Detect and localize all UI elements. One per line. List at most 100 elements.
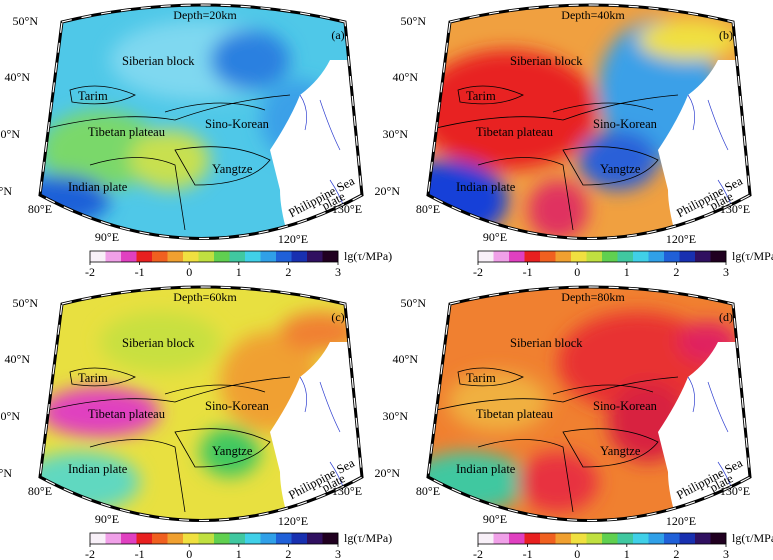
region-label: Siberian block	[122, 54, 195, 68]
colorbar-segment	[509, 533, 525, 544]
field-blob	[428, 160, 508, 239]
colorbar-segment	[555, 533, 572, 544]
colorbar-segment	[509, 251, 525, 262]
colorbar-segment	[540, 251, 556, 262]
map-panel: Depth=80km (d) Siberian block Tarim Tibetan …	[375, 285, 773, 560]
map-panel: Depth=20km (a) Siberian block Tarim Tibetan …	[0, 3, 392, 279]
colorbar-tick-label: 2	[673, 547, 679, 560]
lon-label: 90°E	[483, 230, 507, 244]
region-label: Sino-Korean	[205, 117, 270, 131]
depth-title: Depth=20km	[173, 8, 237, 22]
colorbar-tick-label: 0	[574, 547, 580, 560]
colorbar-segment	[555, 251, 572, 262]
colorbar-segment	[291, 533, 308, 544]
colorbar-tick-label: 1	[236, 265, 242, 279]
region-label: Tarim	[466, 371, 496, 385]
region-label: Siberian block	[510, 54, 583, 68]
colorbar-segment	[633, 533, 649, 544]
colorbar-segment	[586, 251, 603, 262]
lat-label: 40°N	[5, 352, 31, 366]
colorbar-segment	[229, 251, 246, 262]
colorbar-segment	[478, 533, 494, 544]
lat-label: 50°N	[401, 14, 427, 28]
lat-label: 50°N	[13, 14, 39, 28]
colorbar-segment	[695, 533, 711, 544]
colorbar-tick-label: 3	[723, 547, 729, 560]
map-field	[428, 5, 750, 239]
lon-label: 130°E	[720, 202, 750, 216]
colorbar-segment	[291, 251, 308, 262]
colorbar-segment	[695, 251, 711, 262]
colorbar-segment	[229, 533, 246, 544]
lon-label: 120°E	[278, 514, 308, 528]
colorbar-tick-label: 2	[673, 265, 679, 279]
colorbar-segment	[679, 251, 696, 262]
field-blob	[100, 312, 220, 372]
colorbar-segment	[602, 533, 618, 544]
field-blob	[578, 130, 658, 190]
region-label: Indian plate	[456, 462, 516, 476]
colorbar-segment	[152, 251, 168, 262]
colorbar-segment	[245, 533, 261, 544]
block-boundary	[428, 367, 679, 513]
lon-label: 130°E	[720, 484, 750, 498]
colorbar-segment	[90, 533, 106, 544]
colorbar-segment	[307, 533, 323, 544]
panel-letter: (c)	[331, 310, 344, 324]
region-label: Indian plate	[68, 180, 128, 194]
colorbar-label: lg(τ/MPa)	[344, 249, 392, 263]
region-label: Tarim	[78, 89, 108, 103]
lon-label: 80°E	[416, 202, 440, 216]
colorbar-tick-label: -1	[135, 547, 145, 560]
region-label: Sino-Korean	[593, 117, 658, 131]
region-label: Tibetan plateau	[476, 407, 554, 421]
colorbar-label: lg(τ/MPa)	[732, 531, 773, 545]
colorbar-segment	[136, 533, 153, 544]
map-panel: Depth=60km (c) Siberian block Tarim Tibetan …	[0, 285, 392, 560]
lat-label: 30°N	[0, 409, 20, 423]
colorbar-tick-label: 1	[624, 265, 630, 279]
panel-letter: (b)	[719, 28, 733, 42]
colorbar-label: lg(τ/MPa)	[732, 249, 773, 263]
colorbar-segment	[90, 251, 106, 262]
colorbar-segment	[571, 251, 587, 262]
colorbar-segment	[136, 251, 153, 262]
colorbar-segment	[524, 251, 541, 262]
region-label: Yangtze	[212, 444, 253, 458]
block-boundary	[40, 85, 291, 231]
lon-label: 130°E	[332, 202, 362, 216]
region-label: Tarim	[78, 371, 108, 385]
colorbar-tick-label: 2	[285, 265, 291, 279]
depth-title: Depth=60km	[173, 290, 237, 304]
colorbar-segment	[648, 251, 665, 262]
colorbar-segment	[322, 251, 339, 262]
field-blob	[558, 312, 718, 412]
lat-label: 30°N	[383, 127, 409, 141]
colorbar-segment	[710, 251, 727, 262]
lat-label: 30°N	[383, 409, 409, 423]
colorbar-tick-label: 1	[236, 547, 242, 560]
colorbar-segment	[478, 251, 494, 262]
colorbar-segment	[214, 251, 230, 262]
colorbar-segment	[648, 533, 665, 544]
lat-label: 40°N	[5, 70, 31, 84]
lat-label: 30°N	[0, 127, 20, 141]
colorbar-segment	[493, 533, 510, 544]
region-label: Sino-Korean	[593, 399, 658, 413]
colorbar-segment	[214, 533, 230, 544]
field-blob	[210, 30, 290, 90]
colorbar-tick-label: -2	[85, 547, 95, 560]
colorbar-segment	[571, 533, 587, 544]
depth-title: Depth=80km	[561, 290, 625, 304]
region-label: Sino-Korean	[205, 399, 270, 413]
colorbar-segment	[260, 251, 277, 262]
block-boundary	[40, 367, 291, 513]
colorbar-segment	[602, 251, 618, 262]
region-label: Yangtze	[600, 444, 641, 458]
colorbar-frame	[89, 250, 339, 263]
colorbar-frame	[477, 250, 727, 263]
colorbar-segment	[710, 533, 727, 544]
field-blob	[40, 110, 160, 190]
colorbar-tick-label: -2	[85, 265, 95, 279]
